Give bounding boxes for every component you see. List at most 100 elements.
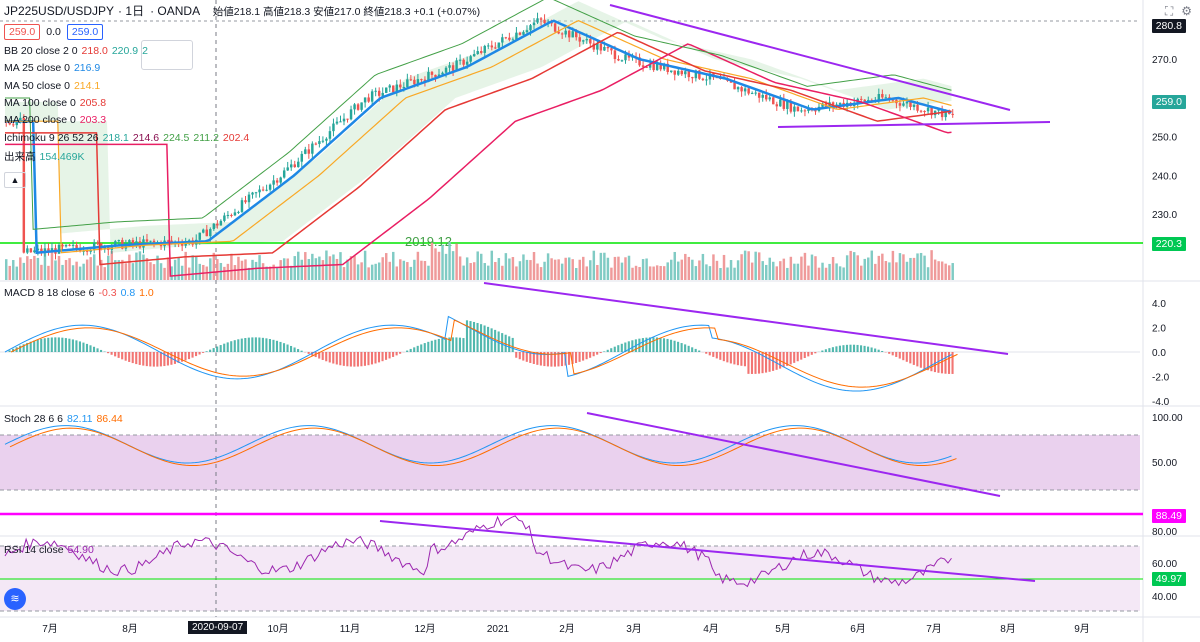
macd-hist bbox=[726, 352, 729, 363]
volume-bar bbox=[501, 265, 504, 280]
candle-body bbox=[881, 94, 884, 98]
macd-hist bbox=[691, 347, 694, 352]
drawing-tool-widget[interactable] bbox=[141, 40, 193, 70]
candle-body bbox=[286, 167, 289, 171]
volume-bar bbox=[156, 255, 159, 280]
symbol-label[interactable]: JP225USD/USDJPY bbox=[4, 4, 115, 18]
macd-hist bbox=[318, 352, 321, 359]
candle-body bbox=[821, 103, 824, 107]
volume-bar bbox=[92, 254, 96, 280]
time-tick: 11月 bbox=[340, 623, 360, 635]
candle-body bbox=[455, 60, 458, 71]
macd-hist bbox=[261, 337, 264, 352]
macd-hist bbox=[803, 352, 806, 359]
candle-body bbox=[290, 164, 293, 168]
macd-hist bbox=[768, 352, 771, 372]
annotation-label: 2019.12 bbox=[405, 234, 452, 249]
candle-body bbox=[480, 51, 483, 53]
macd-hist bbox=[828, 348, 831, 352]
volume-bar bbox=[715, 260, 719, 280]
macd-hist bbox=[180, 352, 184, 362]
macd-hist bbox=[504, 334, 507, 352]
candle-body bbox=[377, 90, 381, 96]
volume-bar bbox=[933, 259, 937, 280]
candle-body bbox=[434, 74, 437, 78]
macd-hist bbox=[560, 352, 564, 367]
volume-bar bbox=[300, 259, 304, 280]
candle-body bbox=[743, 88, 747, 92]
macd-hist bbox=[705, 352, 708, 354]
settings-icon[interactable]: ⚙ bbox=[1181, 4, 1192, 18]
price-tick: 270.0 bbox=[1152, 55, 1177, 66]
legend-row: BB 20 close 2 0 218.0 220.9 2 bbox=[4, 45, 148, 57]
volume-bar bbox=[251, 259, 254, 280]
macd-hist bbox=[279, 341, 282, 352]
volume-bar bbox=[680, 259, 684, 280]
macd-hist bbox=[821, 350, 824, 352]
volume-bar bbox=[275, 267, 279, 280]
candle-body bbox=[441, 72, 444, 75]
candle-body bbox=[645, 66, 648, 68]
volume-bar bbox=[15, 266, 19, 280]
volume-bar bbox=[82, 263, 85, 280]
time-tick: 10月 bbox=[267, 623, 288, 635]
candle-body bbox=[356, 104, 360, 110]
macd-hist bbox=[191, 352, 194, 358]
candle-body bbox=[659, 63, 662, 70]
volume-bar bbox=[821, 262, 824, 280]
candle-body bbox=[272, 180, 275, 185]
macd-hist bbox=[617, 345, 620, 352]
candle-body bbox=[698, 70, 701, 79]
volume-bar bbox=[64, 259, 68, 280]
candle-body bbox=[96, 242, 99, 244]
candle-body bbox=[216, 223, 219, 226]
candle-body bbox=[346, 118, 349, 120]
macd-hist bbox=[940, 352, 944, 374]
macd-hist bbox=[881, 350, 884, 352]
price-tag-last: 259.0 bbox=[1151, 95, 1186, 109]
volume-bar bbox=[515, 266, 518, 280]
macd-hist bbox=[511, 337, 514, 352]
signal-line bbox=[10, 319, 958, 388]
macd-hist bbox=[8, 350, 11, 352]
collapse-legend-button[interactable]: ▲ bbox=[4, 172, 26, 188]
candle-body bbox=[26, 248, 29, 253]
macd-hist bbox=[909, 352, 912, 364]
candle-body bbox=[796, 106, 800, 112]
macd-hist bbox=[539, 352, 542, 366]
volume-bar bbox=[209, 258, 212, 280]
volume-bar bbox=[800, 256, 803, 280]
volume-bar bbox=[420, 260, 423, 280]
time-tick: 4月 bbox=[703, 623, 719, 635]
volume-bar bbox=[177, 257, 180, 280]
macd-hist bbox=[64, 338, 67, 352]
candle-body bbox=[553, 23, 557, 32]
candle-body bbox=[258, 189, 261, 193]
macd-hist bbox=[237, 339, 240, 352]
macd-hist bbox=[406, 350, 409, 352]
candle-body bbox=[567, 30, 571, 38]
candle-body bbox=[902, 103, 905, 106]
rsi-line bbox=[4, 515, 952, 588]
timeframe-label[interactable]: 1日 bbox=[125, 4, 145, 18]
buy-button[interactable]: 259.0 bbox=[66, 24, 104, 40]
tradingview-logo-icon[interactable]: ≋ bbox=[4, 588, 26, 610]
volume-bar bbox=[673, 251, 676, 280]
macd-hist bbox=[631, 340, 634, 352]
volume-bar bbox=[525, 259, 529, 280]
volume-bar bbox=[430, 242, 434, 280]
macd-hist bbox=[715, 352, 718, 359]
volume-bar bbox=[444, 253, 448, 280]
volume-bar bbox=[796, 263, 800, 280]
macd-hist bbox=[515, 352, 518, 358]
volume-bar bbox=[722, 254, 726, 280]
sell-button[interactable]: 259.0 bbox=[4, 24, 41, 40]
candle-body bbox=[469, 56, 472, 62]
candle-body bbox=[652, 63, 655, 71]
macd-hist bbox=[905, 352, 908, 362]
volume-bar bbox=[627, 255, 631, 280]
fullscreen-icon[interactable]: ⛶ bbox=[1164, 4, 1174, 18]
rsi-trend bbox=[379, 520, 1036, 582]
volume-bar bbox=[772, 261, 775, 280]
